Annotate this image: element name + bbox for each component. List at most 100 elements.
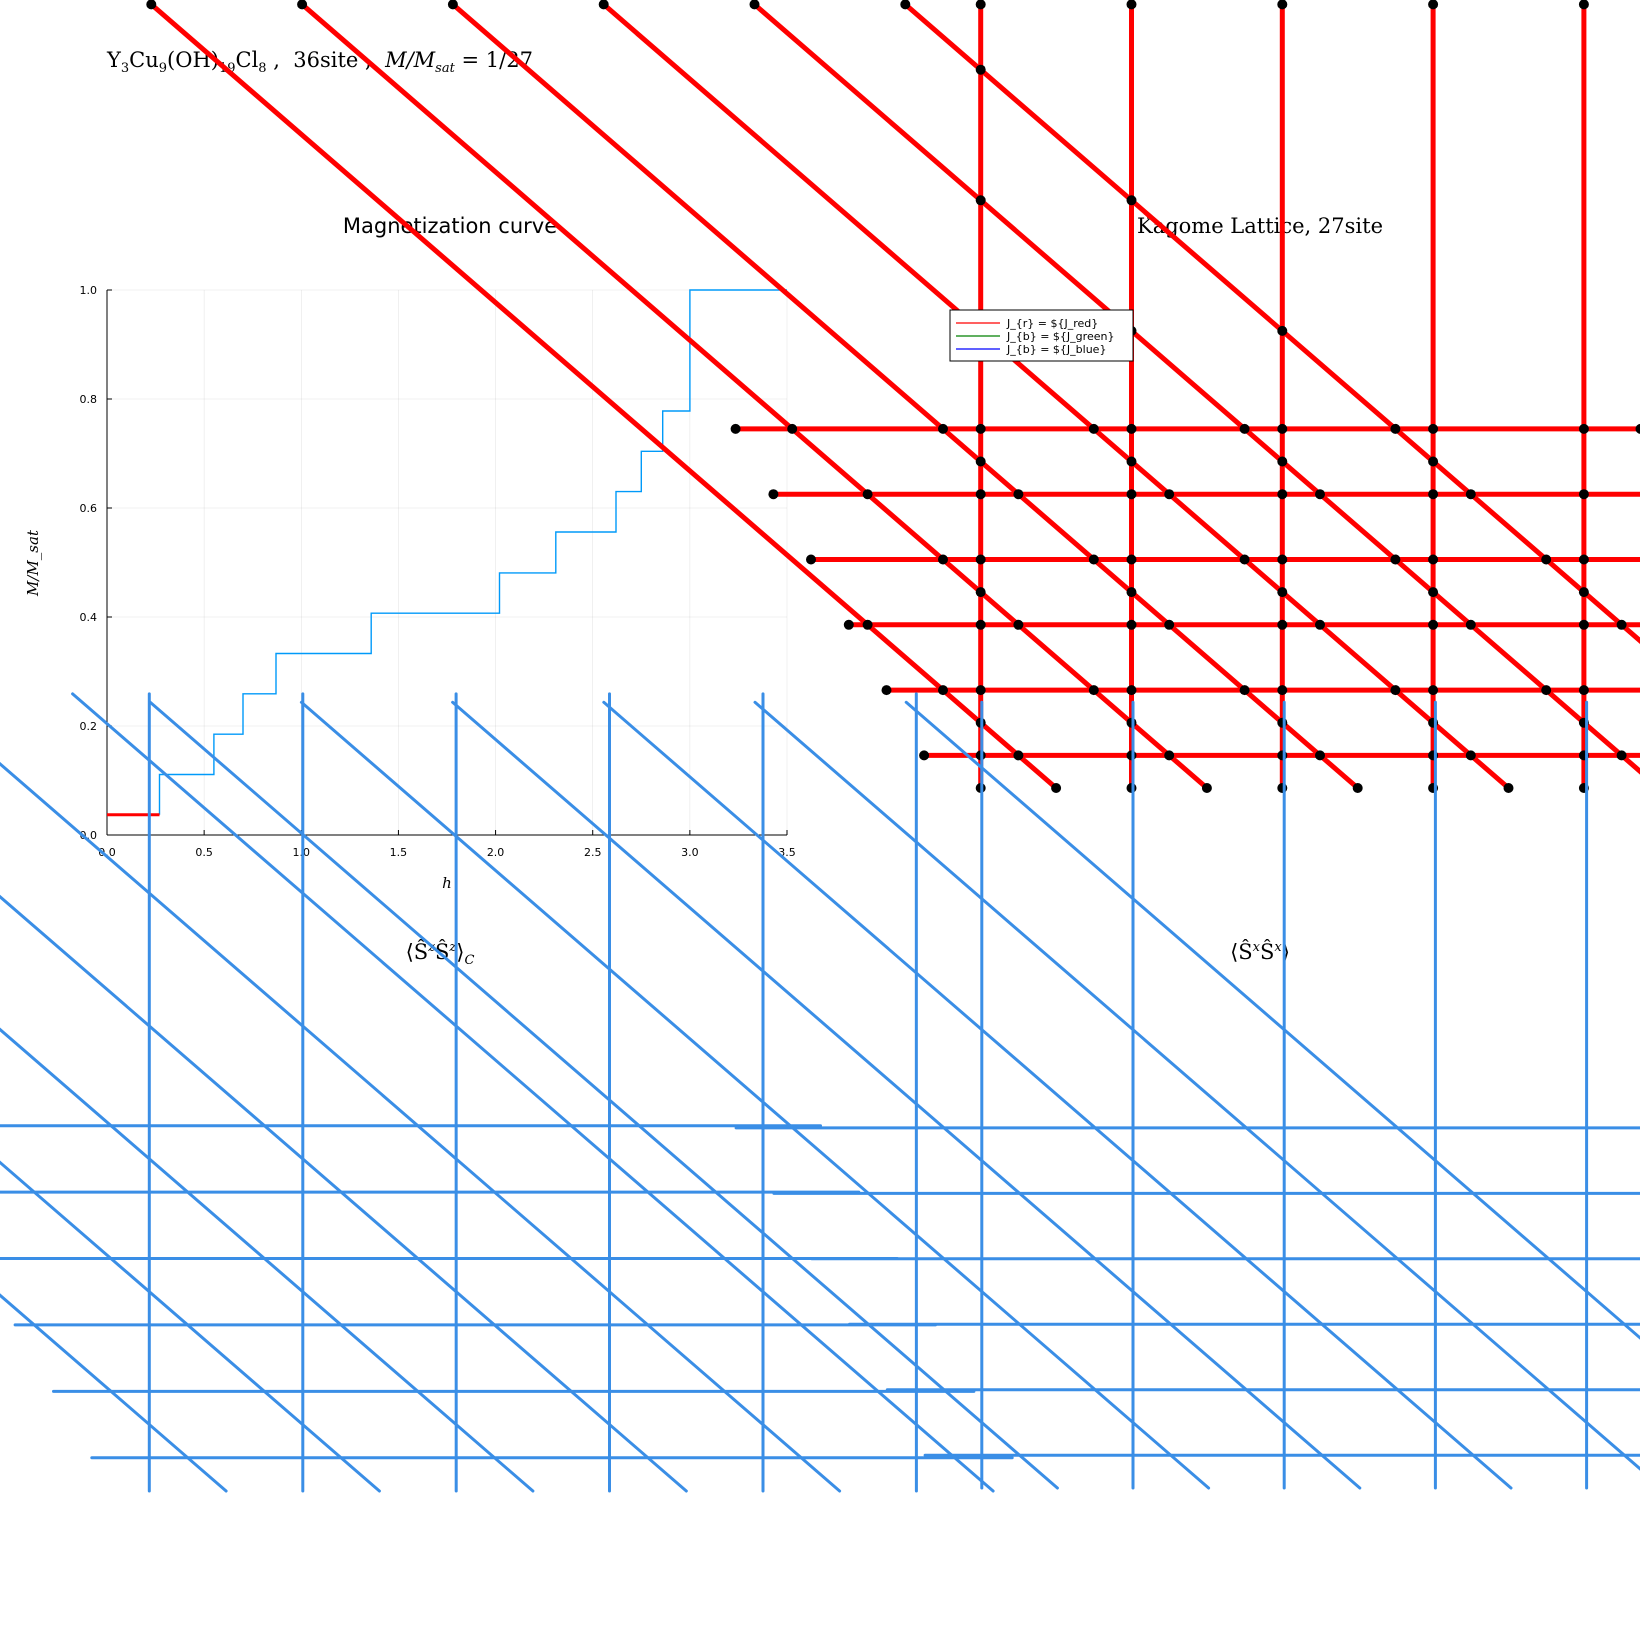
lattice-site bbox=[1352, 783, 1363, 793]
exchange-bond bbox=[601, 1, 1511, 791]
lattice-title: Kagome Lattice, 27site bbox=[1137, 214, 1383, 238]
lattice-site bbox=[1277, 0, 1288, 10]
lattice-site bbox=[862, 489, 873, 500]
lattice-site bbox=[146, 0, 157, 10]
x-tick-label: 2.0 bbox=[487, 846, 505, 859]
lattice-site bbox=[1239, 423, 1250, 434]
lattice-site bbox=[1164, 619, 1175, 630]
lattice-site bbox=[1428, 554, 1439, 565]
exchange-bond bbox=[450, 1, 1361, 791]
magnetization-series bbox=[107, 289, 787, 817]
lattice-site bbox=[730, 423, 741, 434]
lattice-site bbox=[1465, 489, 1476, 500]
lattice-site bbox=[1126, 423, 1137, 434]
lattice-site bbox=[1503, 783, 1514, 793]
lattice-site bbox=[1088, 685, 1099, 696]
x-tick-label: 3.0 bbox=[681, 846, 699, 859]
lattice-site bbox=[1635, 423, 1640, 434]
sxsx-lattice bbox=[148, 700, 1640, 1490]
lattice-site bbox=[1239, 554, 1250, 565]
lattice-site bbox=[919, 750, 930, 761]
lattice-site bbox=[1578, 423, 1589, 434]
lattice-site bbox=[1164, 489, 1175, 500]
lattice-site bbox=[1428, 685, 1439, 696]
lattice-site bbox=[975, 619, 986, 630]
x-tick-label: 2.5 bbox=[584, 846, 602, 859]
y-tick-label: 0.6 bbox=[80, 502, 98, 515]
lattice-site bbox=[1428, 0, 1439, 10]
x-tick-label: 0.5 bbox=[195, 846, 213, 859]
lattice-site bbox=[1616, 750, 1627, 761]
lattice-site bbox=[1578, 619, 1589, 630]
legend: J_{r} = ${J_red}J_{b} = ${J_green}J_{b} … bbox=[949, 309, 1134, 362]
lattice-site bbox=[297, 0, 308, 10]
y-tick-label: 0.0 bbox=[80, 829, 98, 842]
correlation-bond bbox=[0, 1293, 228, 1493]
lattice-site bbox=[1277, 554, 1288, 565]
lattice-site bbox=[1428, 619, 1439, 630]
lattice-site bbox=[1088, 423, 1099, 434]
kagome-sites bbox=[146, 0, 1640, 793]
correlation-bond bbox=[71, 692, 995, 1493]
correlation-bond bbox=[451, 700, 1362, 1490]
lattice-site bbox=[938, 423, 948, 434]
lattice-site bbox=[1277, 685, 1288, 696]
lattice-site bbox=[1277, 717, 1288, 728]
lattice-site bbox=[975, 0, 986, 10]
lattice-site bbox=[862, 619, 873, 630]
correlation-bond bbox=[0, 1160, 381, 1493]
exchange-bond bbox=[902, 1, 1640, 644]
site-count: 36site bbox=[293, 48, 359, 72]
lattice-site bbox=[1277, 456, 1288, 467]
magnetization-step-line bbox=[158, 289, 787, 815]
x-axis-label: h bbox=[442, 874, 452, 892]
y-axis-label: M/M_sat bbox=[24, 529, 42, 597]
lattice-site bbox=[1428, 456, 1439, 467]
lattice-site bbox=[1390, 685, 1401, 696]
lattice-site bbox=[1277, 750, 1288, 761]
y-tick-label: 0.4 bbox=[80, 611, 98, 624]
magnetization-ticks: 0.0 0.5 1.0 1.5 2.0 2.5 3.0 3.50.00.20.40.60.81… bbox=[80, 284, 796, 859]
lattice-site bbox=[1390, 554, 1401, 565]
correlation-bond bbox=[904, 700, 1640, 1340]
kagome-bonds bbox=[148, 1, 1640, 791]
lattice-site bbox=[1126, 0, 1137, 10]
lattice-site bbox=[749, 0, 760, 10]
lattice-site bbox=[1013, 750, 1024, 761]
lattice-site bbox=[1126, 554, 1137, 565]
lattice-site bbox=[881, 685, 892, 696]
lattice-site bbox=[806, 554, 816, 565]
lattice-site bbox=[1616, 619, 1627, 630]
lattice-site bbox=[1315, 489, 1325, 500]
legend-label: J_{r} = ${J_red} bbox=[1006, 317, 1098, 330]
lattice-site bbox=[1390, 423, 1401, 434]
lattice-site bbox=[1578, 489, 1589, 500]
compound-formula: Y3Cu9(OH)19Cl8 bbox=[107, 48, 267, 77]
lattice-site bbox=[447, 0, 458, 10]
lattice-site bbox=[975, 489, 986, 500]
lattice-site bbox=[768, 489, 779, 500]
correlation-bond bbox=[0, 761, 842, 1493]
lattice-site bbox=[1277, 619, 1288, 630]
lattice-site bbox=[1013, 619, 1024, 630]
exchange-bond bbox=[299, 1, 1210, 791]
legend-label: J_{b} = ${J_green} bbox=[1006, 330, 1114, 343]
lattice-site bbox=[1465, 750, 1476, 761]
lattice-site bbox=[975, 587, 986, 598]
lattice-site bbox=[1126, 685, 1137, 696]
lattice-site bbox=[975, 64, 986, 75]
lattice-site bbox=[1578, 685, 1589, 696]
lattice-site bbox=[900, 0, 911, 10]
lattice-site bbox=[1315, 619, 1325, 630]
correlation-bond bbox=[753, 700, 1640, 1471]
magnetization-title: Magnetization curve bbox=[342, 214, 558, 238]
lattice-site bbox=[1578, 587, 1589, 598]
lattice-site bbox=[787, 423, 798, 434]
lattice-site bbox=[843, 619, 854, 630]
lattice-site bbox=[1428, 489, 1439, 500]
x-tick-label: 0.0 bbox=[98, 846, 116, 859]
szsz-lattice bbox=[0, 692, 1014, 1493]
lattice-site bbox=[1126, 619, 1137, 630]
lattice-site bbox=[1164, 750, 1175, 761]
